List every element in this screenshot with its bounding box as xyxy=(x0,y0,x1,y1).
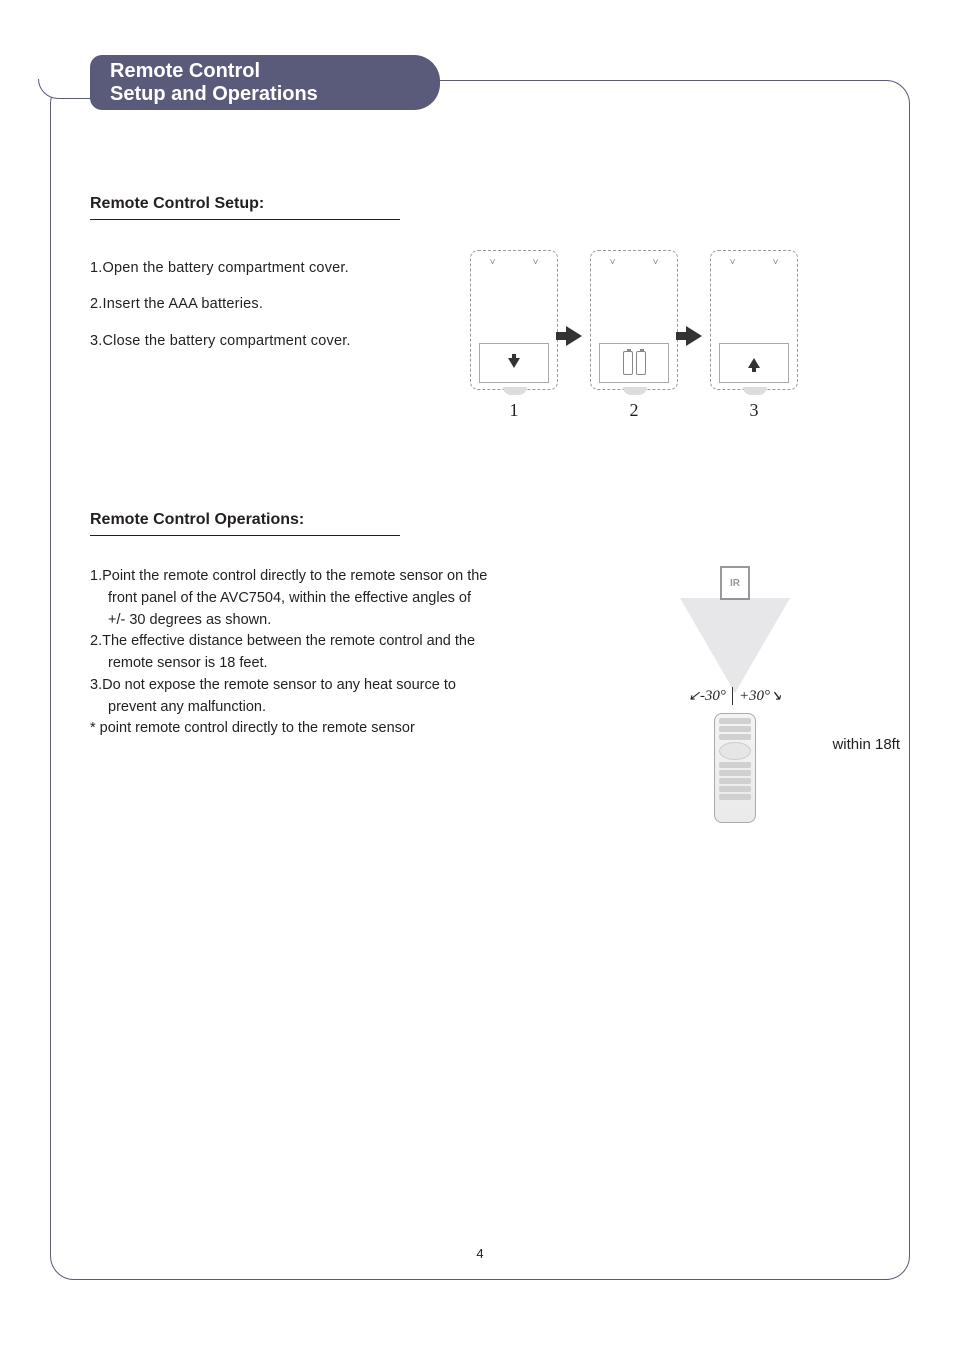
operations-row: 1.Point the remote control directly to t… xyxy=(90,566,870,823)
page-content: Remote Control Setup: 1.Open the battery… xyxy=(90,195,870,823)
diagram-3-wrap: ˅˅ 3 xyxy=(710,250,798,421)
setup-steps: 1.Open the battery compartment cover. 2.… xyxy=(90,250,470,359)
title-line-2: Setup and Operations xyxy=(110,83,420,106)
right-arrow-icon xyxy=(566,326,582,346)
tab-connector xyxy=(38,79,98,99)
ir-sensor-icon: IR xyxy=(720,566,750,600)
diagram-1-wrap: ˅˅ 1 xyxy=(470,250,558,421)
ops-line-2a: 2.The effective distance between the rem… xyxy=(90,631,580,653)
down-arrow-icon xyxy=(508,358,520,368)
angle-left: -30° xyxy=(700,688,726,705)
angle-cone-icon xyxy=(680,598,790,693)
angle-right: +30° xyxy=(739,688,770,705)
diagram-2-label: 2 xyxy=(590,400,678,421)
diagram-1-label: 1 xyxy=(470,400,558,421)
ops-line-1a: 1.Point the remote control directly to t… xyxy=(90,566,580,588)
angle-labels: ↙ -30° +30° ↘ xyxy=(688,687,782,705)
distance-label: within 18ft xyxy=(832,736,900,753)
right-arrow-icon xyxy=(686,326,702,346)
ops-line-1b: front panel of the AVC7504, within the e… xyxy=(90,588,580,610)
compartment-close-icon: ˅˅ xyxy=(710,250,798,390)
setup-diagrams: ˅˅ 1 ˅˅ 2 xyxy=(470,250,798,421)
diagram-2-wrap: ˅˅ 2 xyxy=(590,250,678,421)
operations-heading: Remote Control Operations: xyxy=(90,511,400,536)
setup-heading: Remote Control Setup: xyxy=(90,195,400,220)
setup-step-1: 1.Open the battery compartment cover. xyxy=(90,250,470,286)
section-title-tab: Remote Control Setup and Operations xyxy=(90,55,440,110)
ops-line-1c: +/- 30 degrees as shown. xyxy=(90,610,580,632)
operations-text: 1.Point the remote control directly to t… xyxy=(90,566,580,740)
ops-line-2b: remote sensor is 18 feet. xyxy=(90,653,580,675)
ops-line-3b: prevent any malfunction. xyxy=(90,697,580,719)
operations-figure: IR ↙ -30° +30° ↘ within 18ft xyxy=(620,566,850,823)
angle-right-tick-icon: ↘ xyxy=(770,688,782,705)
operations-section: Remote Control Operations: 1.Point the r… xyxy=(90,511,870,823)
title-line-1: Remote Control xyxy=(110,60,420,83)
ops-note: * point remote control directly to the r… xyxy=(90,718,580,740)
page-number: 4 xyxy=(51,1246,909,1261)
setup-section: Remote Control Setup: 1.Open the battery… xyxy=(90,195,870,421)
compartment-batteries-icon: ˅˅ xyxy=(590,250,678,390)
setup-row: 1.Open the battery compartment cover. 2.… xyxy=(90,250,870,421)
setup-step-2: 2.Insert the AAA batteries. xyxy=(90,286,470,322)
angle-left-tick-icon: ↙ xyxy=(688,688,700,705)
compartment-open-icon: ˅˅ xyxy=(470,250,558,390)
diagram-3-label: 3 xyxy=(710,400,798,421)
ops-line-3a: 3.Do not expose the remote sensor to any… xyxy=(90,675,580,697)
up-arrow-icon xyxy=(748,358,760,368)
setup-step-3: 3.Close the battery compartment cover. xyxy=(90,323,470,359)
remote-control-icon xyxy=(714,713,756,823)
